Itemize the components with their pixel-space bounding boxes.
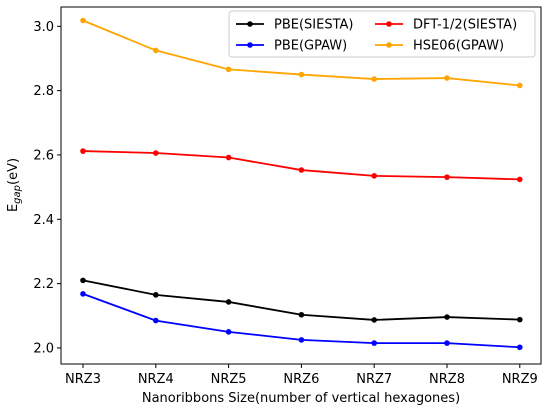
data-point xyxy=(225,329,232,335)
data-point xyxy=(225,299,232,305)
data-point xyxy=(517,176,523,183)
data-point xyxy=(444,340,450,346)
axes: NRZ3 NRZ4 NRZ5 NRZ6 NRZ7 NRZ8 NRZ9 2.0 2.2 2.4 2.6… xyxy=(33,6,542,387)
data-point xyxy=(517,344,523,351)
data-point xyxy=(298,337,305,343)
x-tick-label: NRZ5 xyxy=(211,372,247,387)
x-tick-label: NRZ9 xyxy=(502,372,538,387)
legend-label: DFT-1/2(SIESTA) xyxy=(413,18,517,33)
plot-area xyxy=(61,7,541,364)
data-point xyxy=(80,17,86,24)
data-point xyxy=(225,66,232,73)
legend-entry-0: PBE(SIESTA) xyxy=(236,18,354,33)
legend-marker xyxy=(247,21,253,27)
y-tick-label: 2.8 xyxy=(33,84,54,99)
data-point xyxy=(517,316,523,323)
data-point xyxy=(298,311,305,318)
legend-box xyxy=(228,10,536,58)
data-point xyxy=(517,82,523,89)
y-axis-label-unit: (eV) xyxy=(6,158,21,185)
data-point xyxy=(153,317,159,324)
data-point xyxy=(371,340,378,346)
legend-marker xyxy=(247,42,253,48)
y-tick-label: 2.2 xyxy=(33,277,54,292)
y-axis-label-subscript: gap xyxy=(12,185,23,204)
x-tick-label: NRZ4 xyxy=(138,372,174,387)
data-point xyxy=(80,148,86,154)
legend-label: HSE06(GPAW) xyxy=(413,39,504,54)
y-tick-label: 2.0 xyxy=(33,341,54,356)
data-point xyxy=(153,47,159,54)
x-tick-label: NRZ6 xyxy=(283,372,319,387)
x-tick-label: NRZ7 xyxy=(356,372,392,387)
legend-marker xyxy=(386,42,392,48)
data-point xyxy=(371,173,378,179)
legend: PBE(SIESTA) PBE(GPAW) DFT-1/2(SIESTA) HSE06… xyxy=(228,10,536,58)
data-point xyxy=(371,317,378,323)
series-2 xyxy=(80,148,523,183)
series-0 xyxy=(80,277,523,323)
data-point xyxy=(371,76,378,82)
y-axis-label: Egap(eV) xyxy=(6,158,23,212)
data-point xyxy=(80,291,86,297)
series-layer xyxy=(80,17,523,351)
y-tick-label: 2.4 xyxy=(33,213,54,228)
data-point xyxy=(444,174,450,180)
data-point xyxy=(153,292,159,298)
legend-entry-3: HSE06(GPAW) xyxy=(375,39,504,54)
y-tick-label: 3.0 xyxy=(33,20,54,35)
legend-label: PBE(SIESTA) xyxy=(274,18,354,33)
data-point xyxy=(225,154,232,161)
series-1 xyxy=(80,291,523,351)
data-point xyxy=(444,75,450,81)
y-tick-label: 2.6 xyxy=(33,148,54,163)
data-point xyxy=(298,167,305,173)
legend-label: PBE(GPAW) xyxy=(274,39,347,54)
x-tick-label: NRZ3 xyxy=(65,372,101,387)
data-point xyxy=(80,277,86,284)
y-axis-label-main: E xyxy=(6,204,21,212)
legend-marker xyxy=(386,21,392,27)
series-3 xyxy=(80,17,523,89)
x-tick-label: NRZ8 xyxy=(429,372,465,387)
plot-background xyxy=(61,7,541,364)
data-point xyxy=(298,71,305,78)
legend-entry-1: PBE(GPAW) xyxy=(236,39,347,54)
data-point xyxy=(444,314,450,320)
legend-entry-2: DFT-1/2(SIESTA) xyxy=(375,18,517,33)
data-point xyxy=(153,150,159,156)
x-axis-label: Nanoribbons Size(number of vertical hexa… xyxy=(142,391,460,406)
